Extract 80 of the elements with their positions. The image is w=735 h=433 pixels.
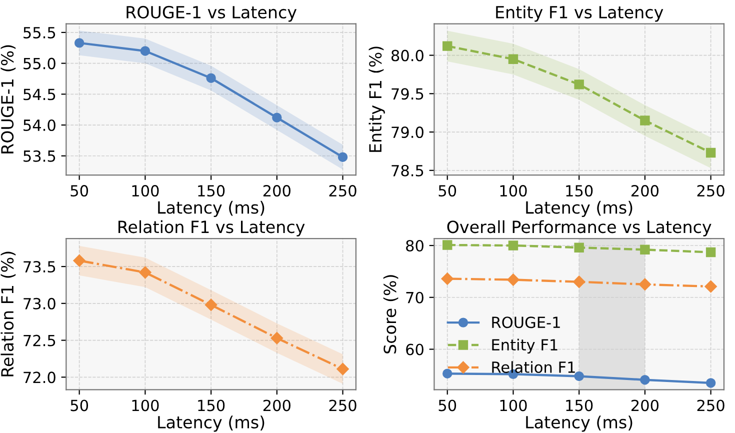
y-axis-title: Score (%) — [383, 275, 398, 354]
point — [204, 298, 218, 311]
y-tick-label: 70 — [406, 292, 424, 304]
point — [270, 332, 284, 344]
x-tick-label: 150 — [566, 185, 593, 197]
y-axis-title: Entity F1 (%) — [368, 46, 385, 152]
x-tick-label: 250 — [697, 400, 724, 412]
x-tick-label: 100 — [500, 400, 527, 412]
y-tick-label: 53.5 — [24, 150, 56, 162]
point — [442, 240, 452, 250]
y-tick-label: 80.0 — [391, 50, 424, 62]
y-tick-label: 54.5 — [24, 88, 56, 100]
x-axis-title: Latency (ms) — [158, 200, 264, 218]
point — [336, 362, 349, 376]
chart-title: ROUGE-1 vs Latency — [126, 6, 297, 22]
x-tick-label: 100 — [132, 400, 159, 412]
chart-title: Overall Performance vs Latency — [447, 220, 712, 236]
x-axis-title: Latency (ms) — [526, 200, 632, 218]
point — [638, 278, 652, 291]
chart-title: Entity F1 vs Latency — [496, 6, 664, 22]
point — [442, 368, 452, 378]
point — [640, 374, 650, 385]
point — [640, 116, 650, 126]
point — [706, 247, 716, 258]
y-tick-label: 80 — [406, 240, 424, 252]
x-tick-label: 150 — [566, 400, 593, 412]
y-tick-label: 55.5 — [24, 27, 56, 38]
point — [272, 112, 282, 122]
y-tick-label: 72.0 — [24, 372, 56, 384]
point — [338, 152, 348, 162]
point — [706, 148, 716, 158]
point — [574, 80, 584, 90]
point — [507, 274, 520, 286]
legend-label: Relation F1 — [492, 361, 575, 373]
x-axis-title: Latency (ms) — [158, 416, 264, 432]
point — [441, 272, 454, 285]
y-tick-label: 60 — [406, 344, 424, 356]
x-tick-label: 50 — [70, 185, 88, 197]
y-tick-label: 78.5 — [392, 164, 424, 176]
x-tick-label: 200 — [631, 400, 659, 412]
point — [206, 73, 216, 83]
y-tick-label: 79.5 — [392, 88, 424, 100]
y-tick-label: 73.5 — [24, 261, 56, 273]
y-axis-title: Relation F1 (%) — [0, 252, 16, 376]
x-tick-label: 50 — [438, 400, 456, 412]
point — [574, 371, 584, 382]
point — [139, 266, 152, 279]
x-tick-label: 250 — [329, 400, 356, 412]
point — [442, 41, 452, 51]
x-tick-label: 250 — [329, 185, 356, 197]
x-tick-label: 150 — [198, 400, 225, 412]
y-tick-label: 72.5 — [24, 334, 56, 346]
x-tick-label: 150 — [198, 185, 225, 197]
legend-label: ROUGE-1 — [492, 316, 560, 328]
point — [572, 276, 586, 288]
chart-title: Relation F1 vs Latency — [118, 220, 305, 236]
y-tick-label: 79.0 — [392, 126, 424, 138]
x-tick-label: 200 — [263, 400, 290, 412]
point — [74, 38, 84, 48]
legend-label: Entity F1 — [492, 338, 558, 354]
x-tick-label: 250 — [697, 185, 724, 197]
y-tick-label: 55.0 — [24, 58, 56, 70]
point — [508, 240, 518, 250]
y-tick-label: 73.0 — [24, 298, 56, 310]
point — [574, 242, 584, 252]
x-tick-label: 50 — [70, 400, 88, 412]
point — [508, 54, 518, 64]
x-axis-title: Latency (ms) — [526, 416, 632, 432]
point — [73, 254, 86, 267]
x-tick-label: 200 — [631, 185, 659, 197]
y-tick-label: 54.0 — [24, 119, 56, 132]
y-axis-title: ROUGE-1 (%) — [0, 45, 16, 154]
point — [706, 378, 716, 388]
point — [640, 244, 650, 255]
x-tick-label: 100 — [132, 185, 159, 197]
x-tick-label: 200 — [263, 185, 290, 197]
point — [704, 280, 717, 293]
x-tick-label: 100 — [500, 185, 527, 197]
point — [140, 46, 150, 56]
x-tick-label: 50 — [438, 185, 456, 197]
